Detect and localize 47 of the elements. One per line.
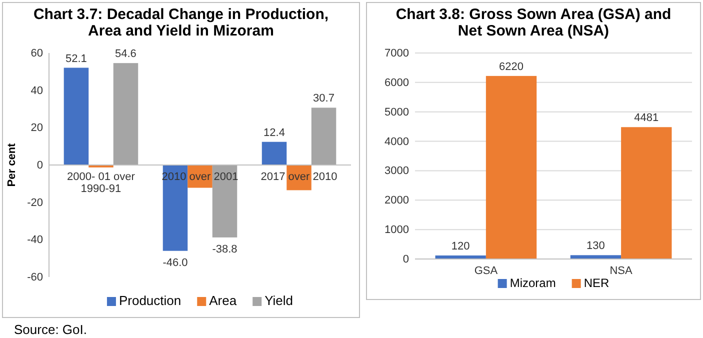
data-label: -38.8 <box>212 243 238 256</box>
bar <box>570 255 622 259</box>
bar <box>162 165 188 251</box>
y-tick-label: 40 <box>30 84 43 97</box>
chart-title: Chart 3.7: Decadal Change in Production, Area and Yield in Mizoram <box>33 6 329 40</box>
y-tick-label: 7000 <box>384 48 409 60</box>
data-label: 30.7 <box>313 92 334 105</box>
source-note: Source: GoI. <box>14 322 87 337</box>
x-tick-label: 2017 over 2010 <box>260 171 338 183</box>
legend-label: Mizoram <box>510 276 556 290</box>
legend-label: Area <box>209 293 238 308</box>
y-tick-label: 0 <box>36 160 43 172</box>
y-tick-label: -60 <box>27 272 43 284</box>
data-label: 12.4 <box>264 126 285 139</box>
data-label: 52.1 <box>66 52 87 65</box>
bar <box>621 127 672 259</box>
data-label: -46.0 <box>162 256 188 269</box>
chart-title: Chart 3.8: Gross Sown Area (GSA) and Net Sown Area (NSA) <box>396 6 672 40</box>
legend-label: Production <box>118 293 182 308</box>
bar <box>64 68 89 165</box>
data-label: 54.6 <box>115 48 136 60</box>
y-tick-label: 4000 <box>384 136 409 148</box>
bar <box>486 76 537 259</box>
y-tick-label: 5000 <box>384 106 409 118</box>
bar <box>311 108 336 165</box>
bar <box>212 165 238 238</box>
y-tick-label: -20 <box>27 196 43 209</box>
x-tick-label: 2000- 01 over 1990-91 <box>67 171 136 196</box>
y-tick-label: 60 <box>30 48 43 60</box>
y-tick-label: 1000 <box>384 224 409 236</box>
y-tick-label: 2000 <box>384 194 409 207</box>
y-tick-label: 0 <box>402 254 409 266</box>
y-tick-label: 20 <box>30 122 43 134</box>
y-tick-label: 6000 <box>384 76 409 89</box>
y-tick-label: 3000 <box>384 165 409 178</box>
bar <box>113 63 138 165</box>
y-axis-title: Per cent <box>6 142 18 187</box>
data-label: 120 <box>451 240 470 252</box>
data-label: 130 <box>586 240 605 252</box>
y-tick-label: -40 <box>27 234 43 246</box>
data-label: 6220 <box>499 60 524 73</box>
legend-label: Yield <box>264 293 294 308</box>
bar <box>262 142 287 165</box>
data-label: 4481 <box>634 112 659 124</box>
x-tick-label: GSA <box>474 265 498 277</box>
x-tick-label: NSA <box>610 265 634 277</box>
legend-label: NER <box>584 276 610 290</box>
